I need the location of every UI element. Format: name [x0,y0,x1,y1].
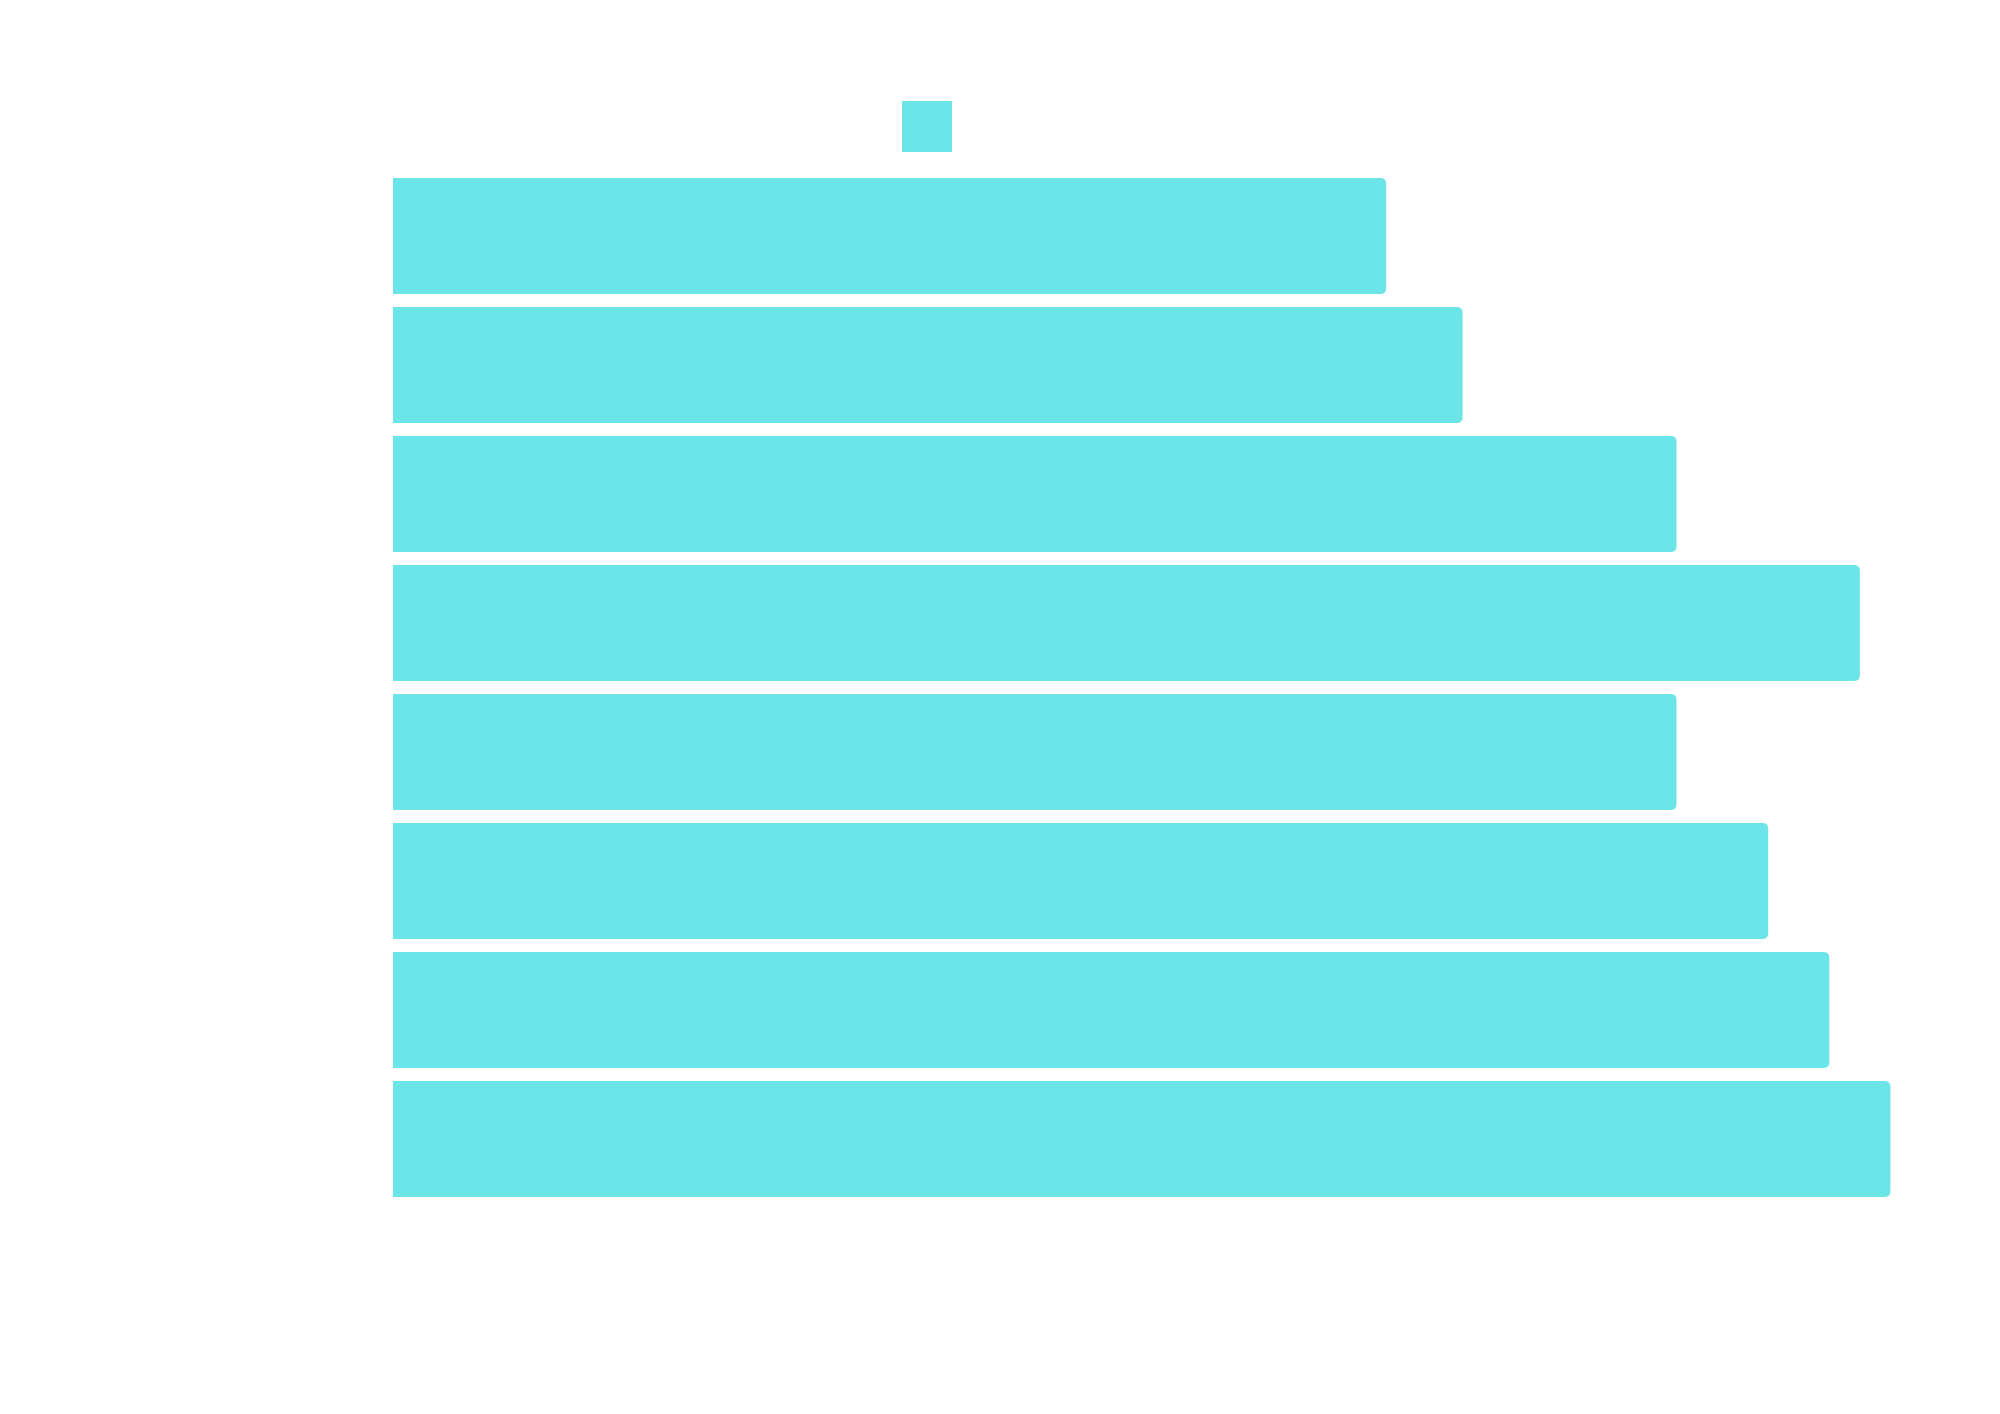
bar-4 [393,565,1860,681]
legend [902,101,952,152]
bar-8 [393,1081,1891,1197]
legend-swatch [902,101,952,152]
bar-5 [393,694,1677,810]
bar-1 [393,178,1387,294]
bar-6 [393,823,1769,939]
bar-7 [393,952,1830,1068]
bar-3 [393,436,1677,552]
bar-2 [393,307,1463,423]
bars-group [393,178,1891,1197]
